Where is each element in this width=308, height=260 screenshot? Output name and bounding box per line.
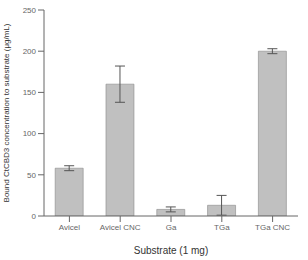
svg-text:100: 100 [23,129,37,138]
svg-text:Bound CtCBD3 concentration to: Bound CtCBD3 concentration to substrate … [8,23,11,202]
svg-text:200: 200 [23,47,37,56]
svg-text:Avicel CNC: Avicel CNC [100,223,141,232]
svg-text:TGa CNC: TGa CNC [255,223,290,232]
svg-text:0: 0 [32,212,37,221]
svg-text:Substrate (1 mg): Substrate (1 mg) [134,245,208,256]
svg-text:250: 250 [23,6,37,15]
svg-text:Ga: Ga [166,223,177,232]
svg-text:TGa: TGa [214,223,230,232]
svg-text:50: 50 [27,171,36,180]
svg-text:Avicel: Avicel [59,223,80,232]
svg-text:150: 150 [23,88,37,97]
